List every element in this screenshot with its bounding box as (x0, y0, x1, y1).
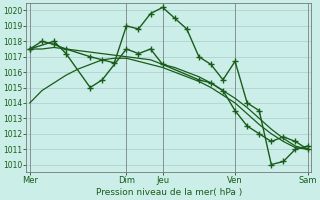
X-axis label: Pression niveau de la mer( hPa ): Pression niveau de la mer( hPa ) (96, 188, 242, 197)
